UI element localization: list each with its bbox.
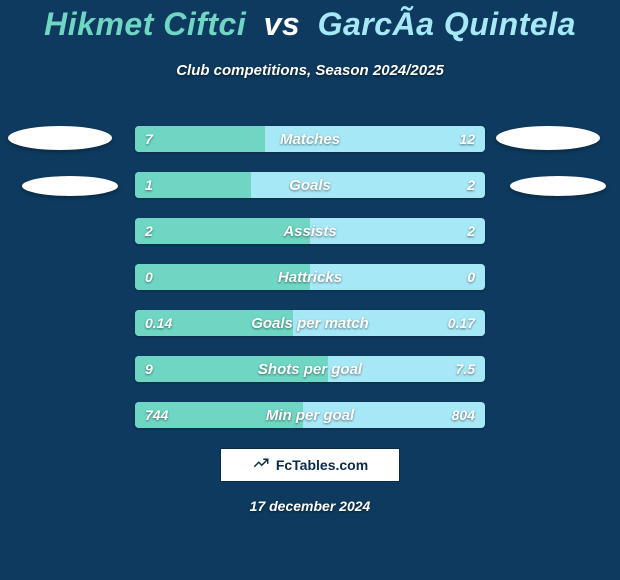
date-text: 17 december 2024 (0, 498, 620, 514)
player2-badge-bottom (510, 176, 606, 196)
stat-label: Goals (135, 172, 485, 198)
subtitle: Club competitions, Season 2024/2025 (0, 62, 620, 79)
stat-label: Assists (135, 218, 485, 244)
stat-row: 0.140.17Goals per match (135, 310, 485, 336)
stat-row: 744804Min per goal (135, 402, 485, 428)
brand-text: FcTables.com (276, 457, 368, 473)
stat-row: 22Assists (135, 218, 485, 244)
stat-row: 712Matches (135, 126, 485, 152)
stat-row: 97.5Shots per goal (135, 356, 485, 382)
player2-badge-top (496, 126, 600, 150)
player2-name: GarcÃ­a Quintela (318, 6, 576, 42)
stat-label: Goals per match (135, 310, 485, 336)
player1-badge-top (8, 126, 112, 150)
stat-row: 00Hattricks (135, 264, 485, 290)
chart-icon (252, 454, 270, 477)
stats-panel: 712Matches 12Goals 22Assists 00Hattricks 0.1… (135, 126, 485, 448)
comparison-title: Hikmet Ciftci vs GarcÃ­a Quintela (0, 6, 620, 43)
vs-text: vs (264, 6, 301, 42)
stat-label: Matches (135, 126, 485, 152)
stat-label: Shots per goal (135, 356, 485, 382)
stat-row: 12Goals (135, 172, 485, 198)
footer-brand-box: FcTables.com (220, 448, 400, 482)
stat-label: Min per goal (135, 402, 485, 428)
stat-label: Hattricks (135, 264, 485, 290)
player1-badge-bottom (22, 176, 118, 196)
player1-name: Hikmet Ciftci (44, 6, 246, 42)
